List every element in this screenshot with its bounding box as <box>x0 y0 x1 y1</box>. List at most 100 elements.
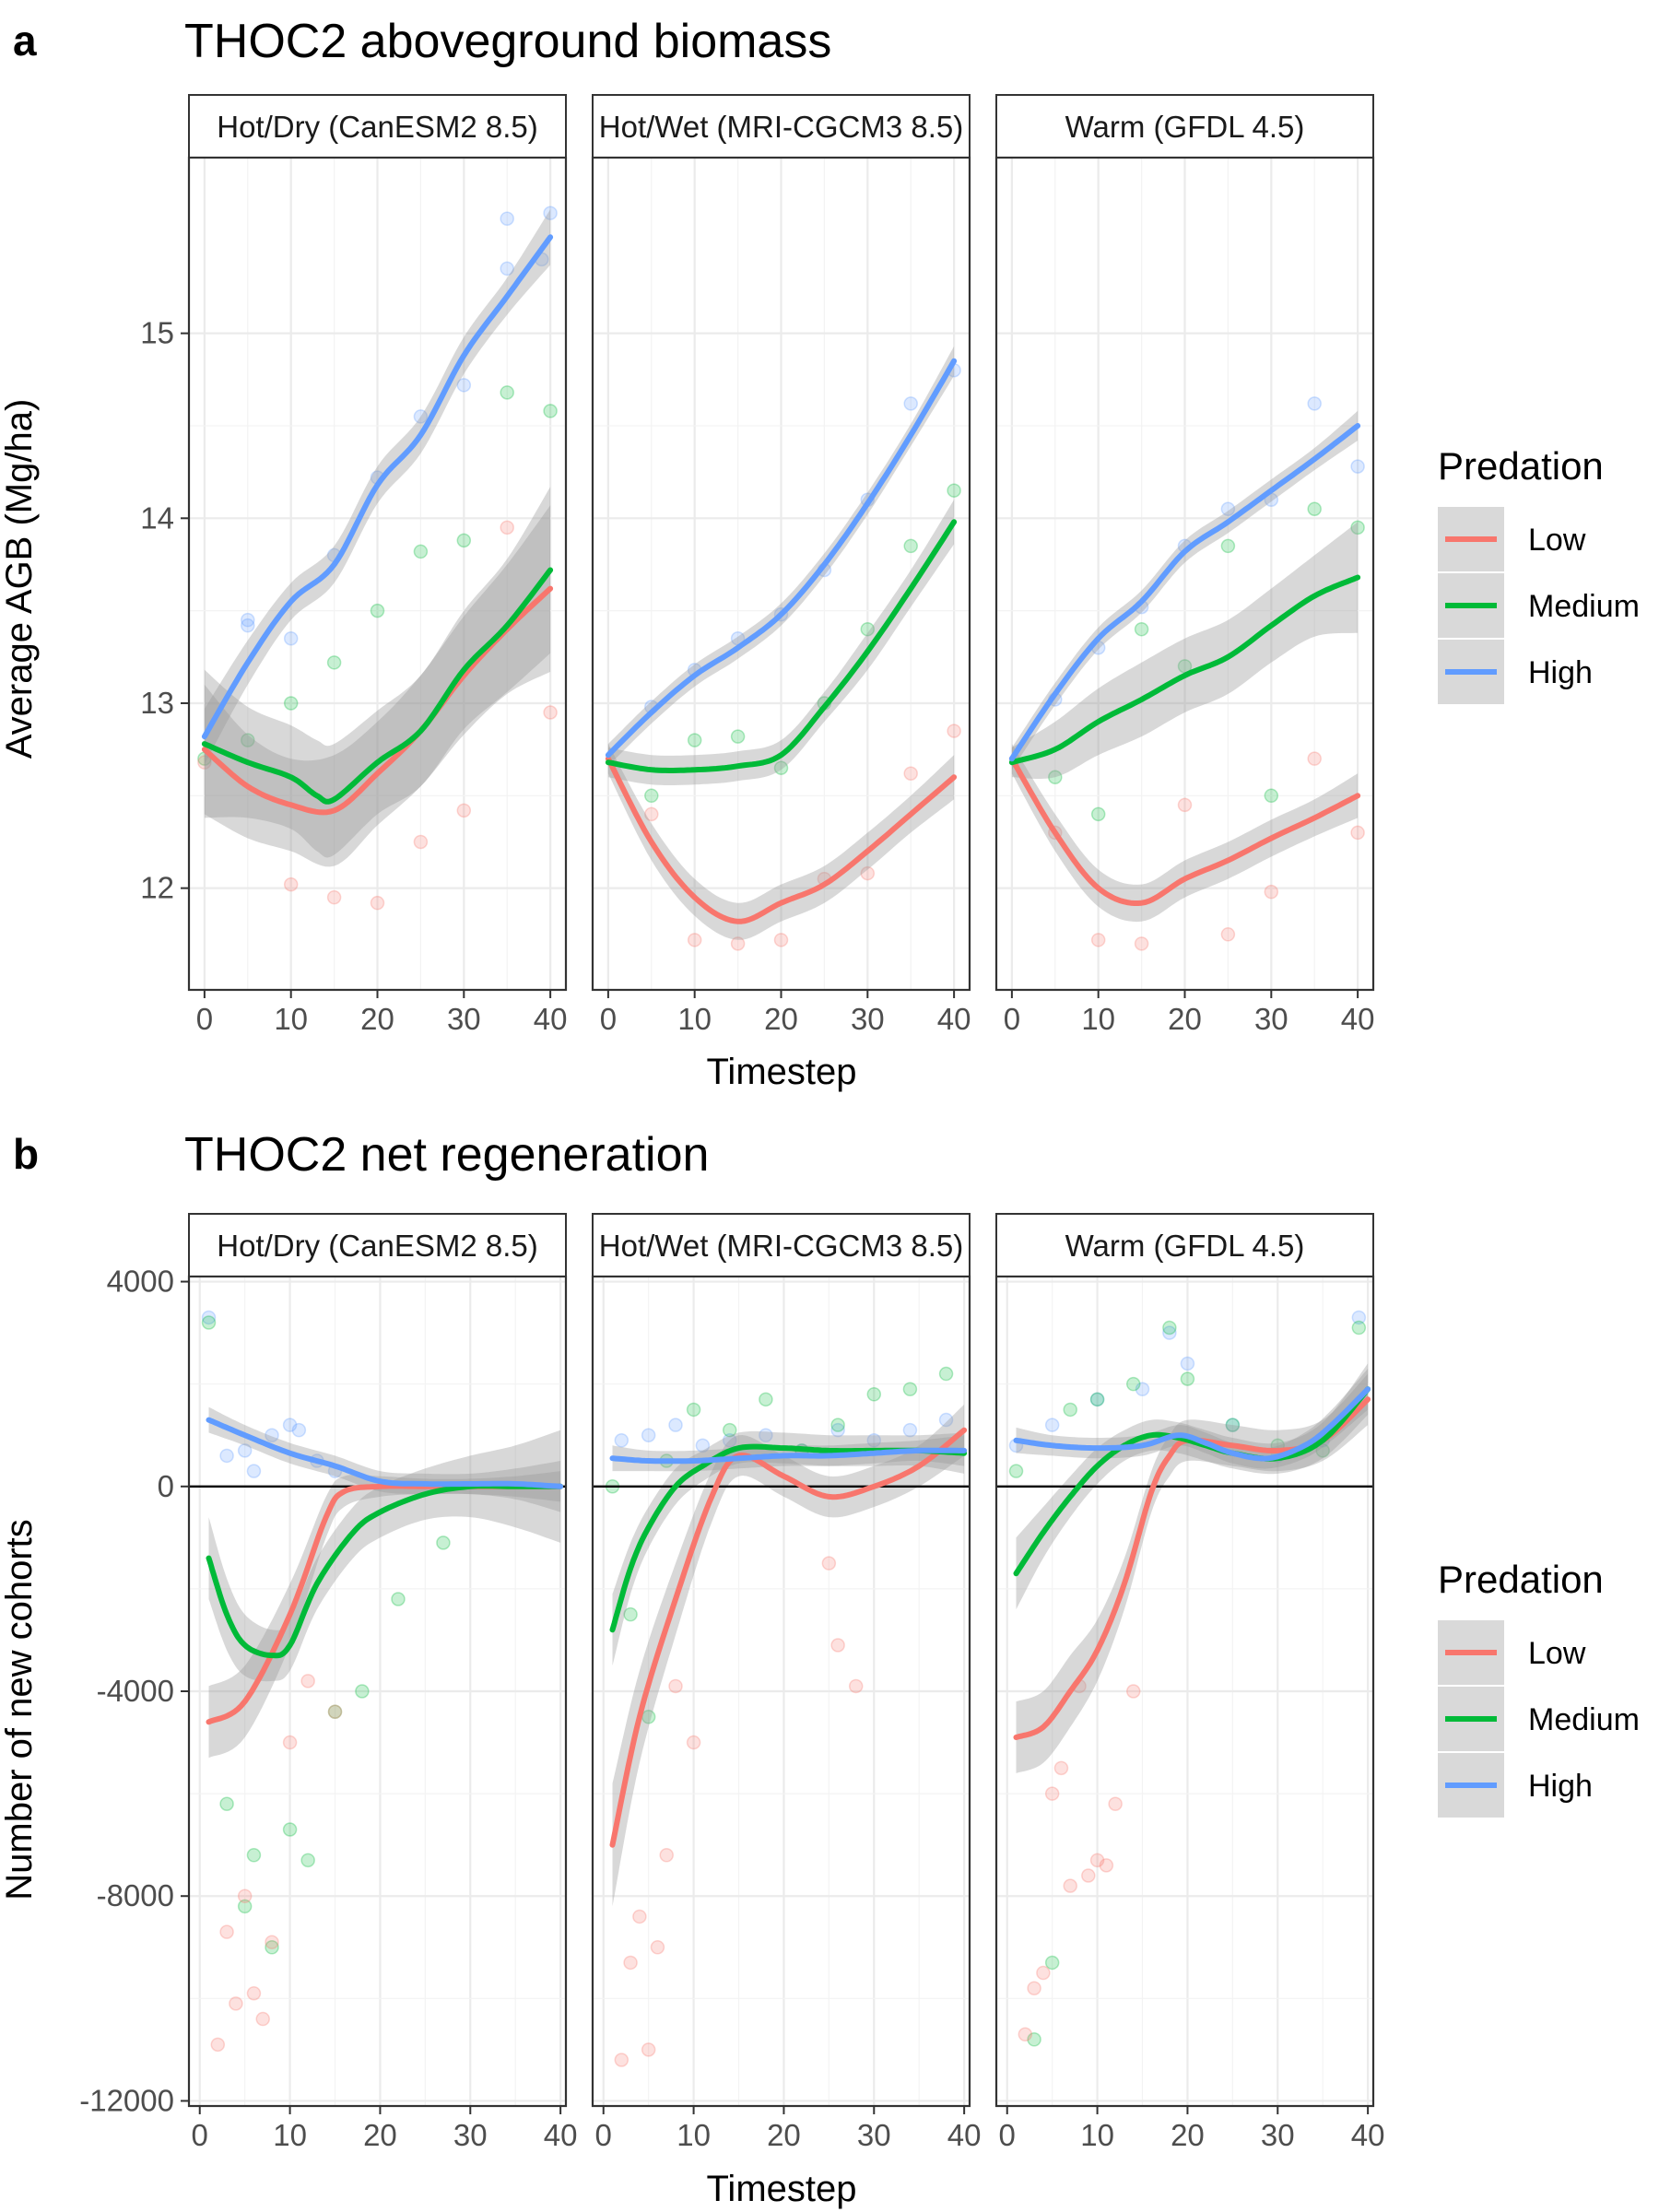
gridlines <box>996 158 1373 990</box>
data-point <box>687 733 702 747</box>
data-point <box>860 865 876 881</box>
y-axis: -12000 -8000 -4000 0 4000 <box>79 1265 189 2117</box>
data-point <box>265 1940 279 1955</box>
facet-strip-label: Hot/Wet (MRI-CGCM3 8.5) <box>599 1229 963 1263</box>
data-point <box>300 1853 315 1868</box>
data-point <box>641 2042 656 2057</box>
data-point <box>1180 1356 1195 1371</box>
x-tick-label: 10 <box>274 1002 308 1036</box>
data-point <box>866 1387 882 1402</box>
data-point <box>413 834 429 850</box>
data-point <box>197 755 212 770</box>
data-point <box>1307 501 1322 517</box>
panel-a-title: THOC2 aboveground biomass <box>184 15 831 68</box>
facet-strip <box>995 94 1374 159</box>
confidence-ribbon-medium <box>612 1430 965 1666</box>
confidence-ribbon-medium <box>204 487 551 858</box>
smooth-line-high <box>609 1447 968 1465</box>
gridlines <box>189 158 566 990</box>
data-point <box>1090 806 1106 822</box>
data-point <box>902 1382 918 1396</box>
data-point <box>1134 621 1149 637</box>
data-point <box>291 1422 307 1438</box>
gridlines <box>189 1277 566 2106</box>
x-tick-label: 30 <box>857 2118 891 2152</box>
data-point <box>1044 1955 1060 1971</box>
facet-strip-label: Hot/Wet (MRI-CGCM3 8.5) <box>599 110 963 144</box>
data-point <box>1220 927 1236 942</box>
smooth-line-medium <box>1008 574 1361 766</box>
facet-panel: Hot/Wet (MRI-CGCM3 8.5) 0 10 20 30 40 <box>591 94 971 1036</box>
data-point <box>1044 1418 1060 1432</box>
confidence-ribbon-high <box>1011 410 1359 771</box>
x-tick-label: 20 <box>764 1002 798 1036</box>
x-tick-label: 20 <box>1171 2118 1205 2152</box>
legend-label-high: High <box>1528 655 1593 690</box>
data-point <box>210 2037 226 2053</box>
data-point <box>282 1822 298 1837</box>
points-medium <box>197 385 558 766</box>
legend-item-medium: Medium <box>1438 1687 1640 1751</box>
data-point <box>1108 1796 1123 1811</box>
panel-b-legend: Predation Low Medium High <box>1438 1558 1640 1818</box>
smooth-line-high <box>605 358 958 759</box>
data-point <box>219 1796 234 1811</box>
x-tick-label: 10 <box>1081 1002 1115 1036</box>
gridlines <box>593 1277 970 2106</box>
data-point <box>1220 538 1236 554</box>
facet-panel: Warm (GFDL 4.5) 0 10 20 30 40 <box>994 94 1375 1036</box>
panel-b-letter: b <box>13 1130 39 1178</box>
x-tick-label: 20 <box>360 1002 394 1036</box>
legend-item-medium: Medium <box>1438 573 1640 638</box>
data-point <box>229 1996 243 2011</box>
data-point <box>686 1735 701 1750</box>
data-point <box>860 621 876 637</box>
facet-strip-label: Warm (GFDL 4.5) <box>1065 1229 1305 1263</box>
data-point <box>1225 1418 1241 1432</box>
smooth-line-medium <box>201 567 554 805</box>
data-point <box>500 211 514 226</box>
data-point <box>543 404 558 418</box>
data-point <box>1008 1464 1024 1478</box>
smooth-line-high <box>1008 423 1361 762</box>
panel-b-x-axis-title: Timestep <box>706 2169 856 2209</box>
data-point <box>1048 770 1063 784</box>
data-point <box>1162 1325 1177 1340</box>
x-tick-label: 0 <box>1004 1002 1020 1036</box>
points-low <box>197 520 558 911</box>
data-point <box>830 1638 845 1653</box>
data-point <box>695 1438 711 1453</box>
data-point <box>283 696 299 711</box>
data-point <box>1027 1981 1041 1995</box>
data-point <box>1220 501 1236 517</box>
data-point <box>903 538 918 554</box>
data-point <box>1090 933 1106 947</box>
data-point <box>246 1848 262 1863</box>
data-point <box>722 1433 737 1448</box>
data-point <box>500 385 514 400</box>
plot-area <box>197 206 558 911</box>
legend-label-low: Low <box>1528 523 1586 558</box>
data-point <box>722 1422 737 1438</box>
data-point <box>255 2011 270 2027</box>
x-axis: 0 10 20 30 40 <box>999 2106 1384 2152</box>
confidence-ribbon-low <box>1011 744 1359 923</box>
data-point <box>1089 1853 1105 1868</box>
data-point <box>282 1418 298 1432</box>
x-axis: 0 10 20 30 40 <box>196 990 567 1036</box>
legend-label-low: Low <box>1528 1636 1586 1671</box>
x-tick-label: 20 <box>363 2118 397 2152</box>
x-axis: 0 10 20 30 40 <box>600 990 971 1036</box>
panel-a-letter: a <box>13 17 37 65</box>
data-point <box>265 1935 279 1949</box>
data-point <box>241 612 255 628</box>
panel-b-facets: Hot/Dry (CanESM2 8.5) 0 10 20 30 40 -12000 -800… <box>79 1213 1384 2152</box>
data-point <box>902 1422 918 1438</box>
y-tick-label: -8000 <box>97 1878 174 1912</box>
x-tick-label: 40 <box>1341 1002 1375 1036</box>
data-point <box>370 603 385 618</box>
x-tick-label: 40 <box>947 2118 982 2152</box>
data-point <box>500 261 514 276</box>
data-point <box>1350 825 1365 841</box>
data-point <box>246 1986 262 2001</box>
